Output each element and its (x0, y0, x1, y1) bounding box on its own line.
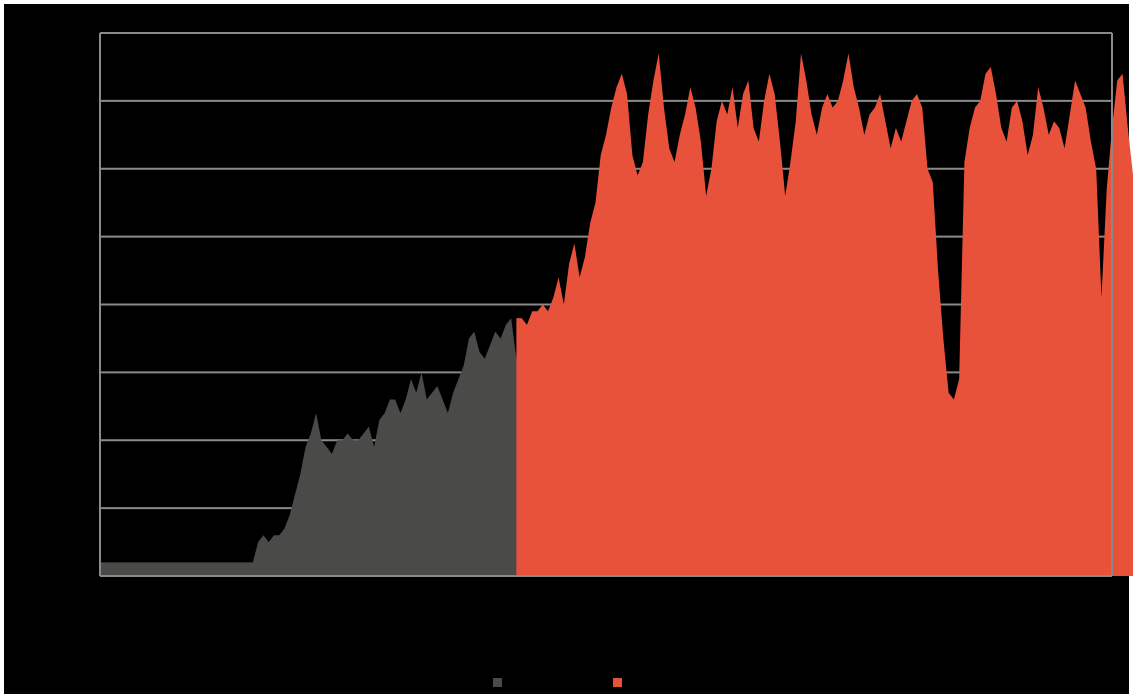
series-areas (100, 53, 1133, 576)
legend-swatch-1 (493, 678, 502, 687)
legend-swatch-2 (613, 678, 622, 687)
axes (99, 32, 1113, 577)
series-area-1 (100, 318, 1112, 576)
series-area-2 (516, 53, 1133, 576)
legend (493, 678, 622, 687)
